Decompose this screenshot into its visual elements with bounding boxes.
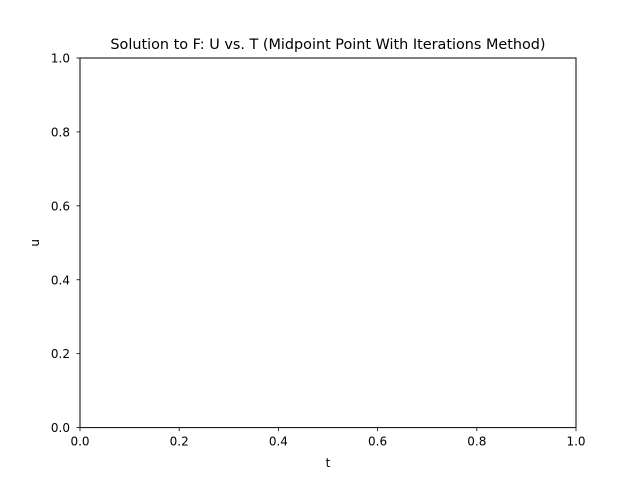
chart-title: Solution to F: U vs. T (Midpoint Point W… — [110, 37, 545, 53]
x-tick-label: 0.4 — [269, 435, 288, 449]
y-tick-label: 0.8 — [51, 125, 70, 139]
x-tick-label: 0.0 — [70, 435, 89, 449]
y-tick-label: 0.4 — [51, 273, 70, 287]
y-tick-label: 0.0 — [51, 421, 70, 435]
x-axis-ticks: 0.0 0.2 0.4 0.6 0.8 1.0 — [70, 427, 586, 449]
plot-area-frame — [79, 57, 577, 429]
y-tick-label: 0.2 — [51, 347, 70, 361]
x-axis-label: t — [326, 456, 331, 470]
x-tick-label: 0.2 — [170, 435, 189, 449]
y-axis-ticks: 0.0 0.2 0.4 0.6 0.8 1.0 — [51, 52, 80, 435]
y-axis-label: u — [28, 239, 42, 247]
y-tick-label: 0.6 — [51, 199, 70, 213]
y-tick-label: 1.0 — [51, 52, 70, 66]
x-tick-label: 0.8 — [467, 435, 486, 449]
x-tick-label: 1.0 — [566, 435, 585, 449]
x-tick-label: 0.6 — [368, 435, 387, 449]
